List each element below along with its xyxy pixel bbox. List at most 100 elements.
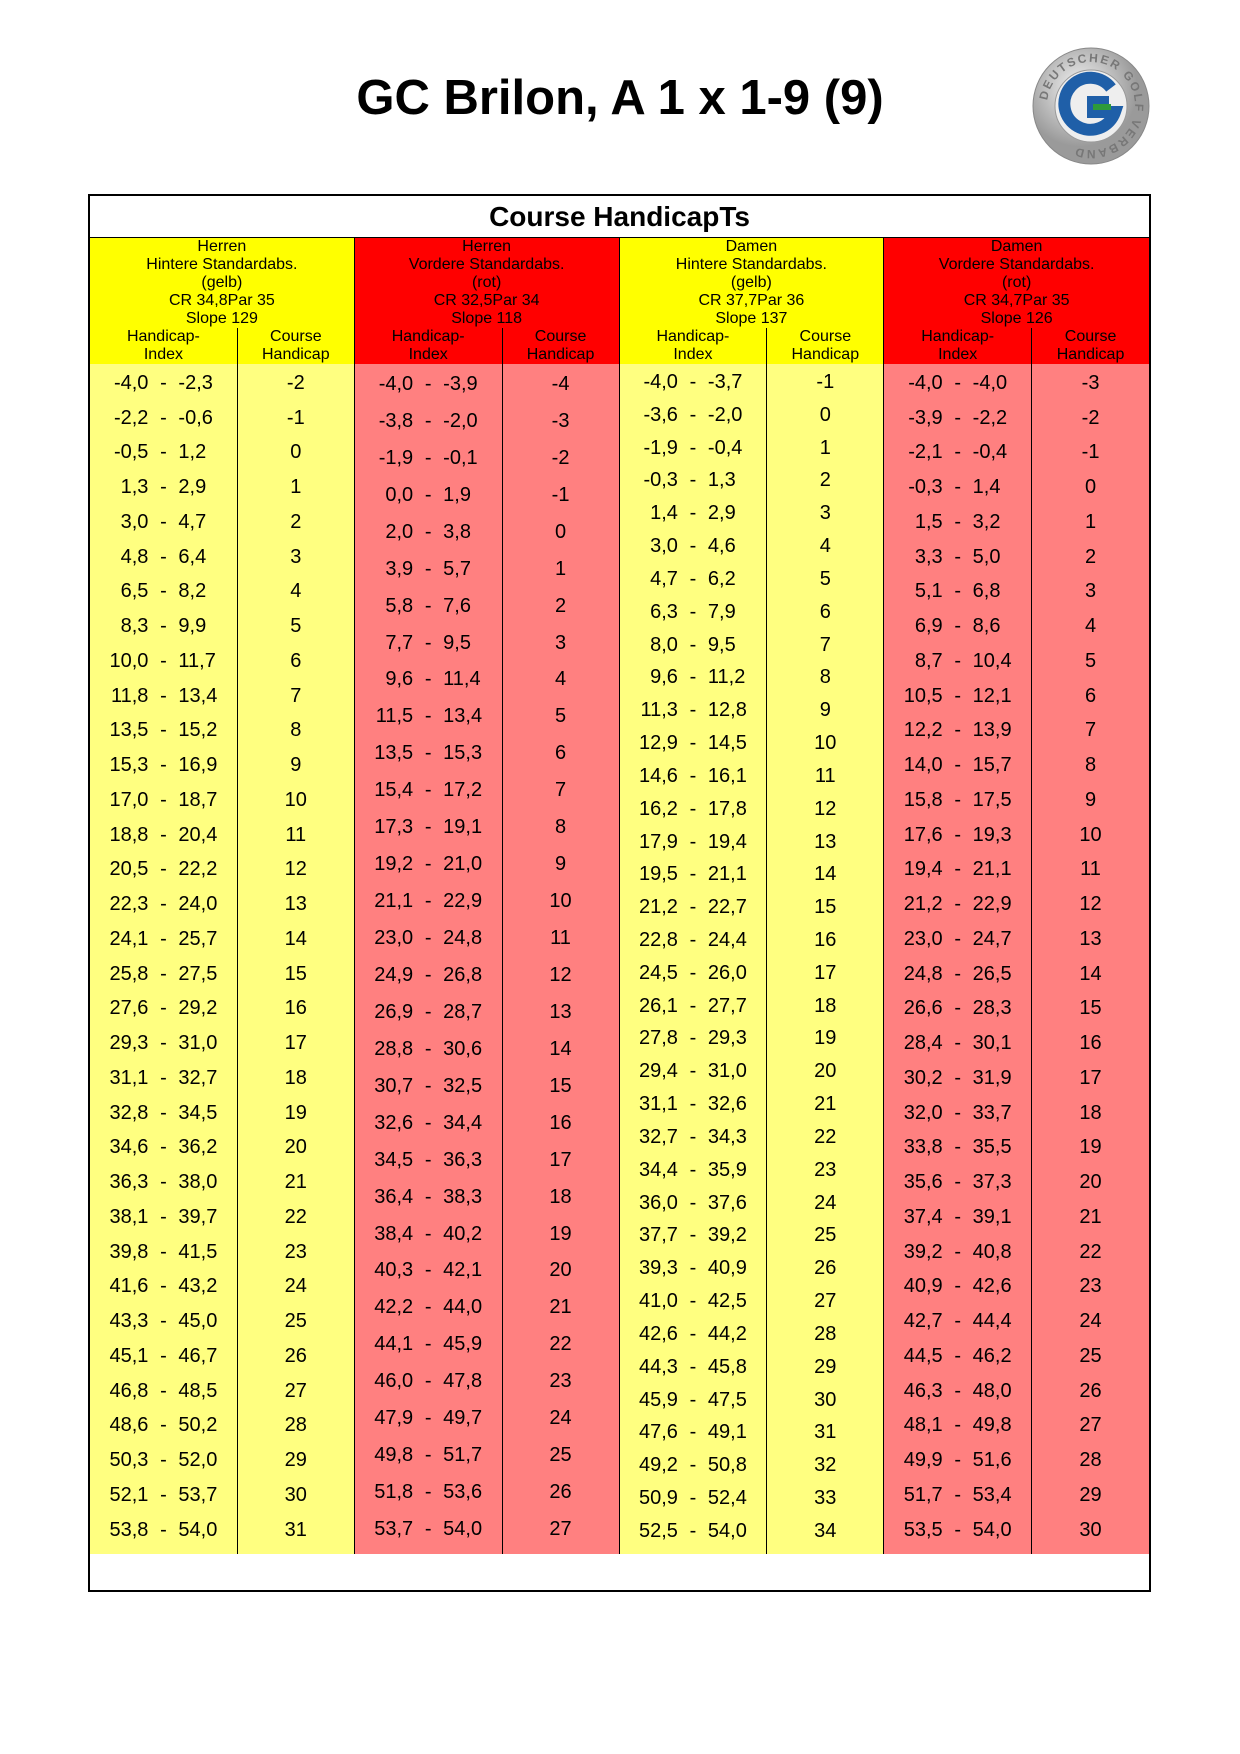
- handicap-index-range: -4,0- -3,7: [620, 371, 767, 394]
- course-handicap-value: 15: [549, 1074, 572, 1097]
- handicap-index-range: 51,8-53,6: [355, 1481, 502, 1504]
- range-dash: -: [424, 705, 432, 728]
- index-to: 34,3: [707, 1125, 747, 1148]
- course-handicap-value: 23: [549, 1370, 572, 1393]
- label: Index: [673, 346, 713, 363]
- range-dash: -: [424, 1333, 432, 1356]
- range-dash: -: [160, 788, 167, 811]
- handicap-index-range: 0,0-1,9: [355, 484, 502, 507]
- index-from: 4,7: [650, 567, 678, 590]
- handicap-index-range: 21,1-22,9: [355, 890, 502, 913]
- course-rating-block: CR 34,8Par 35 Slope 129: [90, 292, 355, 328]
- range-dash: -: [424, 927, 432, 950]
- course-handicap-value: 1: [1084, 510, 1097, 533]
- range-dash: -: [689, 699, 697, 722]
- course-handicap-value: 9: [554, 853, 567, 876]
- course-handicap-value: 0: [554, 520, 567, 543]
- column-header-index: Handicap- Index: [619, 328, 768, 364]
- course-handicap-column: -1 0 1 2 3 4 5 6 7 8 9 10 11 12 13 14 15 16 17 18 19 20 21 22 23…: [767, 364, 885, 1554]
- handicap-index-range: 32,8-34,5: [90, 1102, 237, 1125]
- index-from: 15,3: [109, 754, 149, 777]
- range-dash: -: [954, 649, 961, 672]
- range-dash: -: [160, 1449, 167, 1472]
- range-dash: -: [160, 1518, 167, 1541]
- index-to: 15,3: [443, 742, 483, 765]
- label: Handicap-: [921, 328, 995, 345]
- range-dash: -: [954, 371, 961, 394]
- range-dash: -: [424, 1148, 432, 1171]
- handicap-index-range: 11,8-13,4: [90, 685, 237, 708]
- course-handicap-value: 19: [549, 1222, 572, 1245]
- range-dash: -: [954, 1344, 961, 1367]
- handicap-index-range: 42,7-44,4: [884, 1310, 1031, 1333]
- range-dash: -: [160, 754, 167, 777]
- index-to: 29,3: [707, 1027, 747, 1050]
- course-handicap-value: 27: [284, 1379, 307, 1402]
- index-column: -4,0- -4,0 -3,9- -2,2 -2,1- -0,4 -0,3-1,4 1,5-3…: [884, 364, 1033, 1554]
- index-from: 44,5: [903, 1344, 943, 1367]
- course-handicap-value: 20: [1079, 1171, 1102, 1194]
- index-from: 42,7: [903, 1310, 943, 1333]
- course-handicap-value: -2: [1081, 406, 1100, 429]
- index-from: 49,8: [374, 1444, 414, 1467]
- course-handicap-value: 8: [819, 666, 831, 689]
- course-handicap-value: 2: [554, 594, 567, 617]
- index-to: -3,9: [443, 372, 478, 395]
- course-handicap-value: 14: [1079, 962, 1102, 985]
- index-to: 1,2: [178, 441, 207, 464]
- handicap-index-range: 52,1-53,7: [90, 1484, 237, 1507]
- course-handicap-value: 18: [1079, 1101, 1102, 1124]
- course-handicap-value: 33: [814, 1487, 837, 1510]
- course-handicap-value: 17: [284, 1032, 307, 1055]
- index-to: 26,0: [707, 961, 747, 984]
- range-dash: -: [160, 927, 167, 950]
- course-handicap-value: 6: [290, 649, 302, 672]
- range-dash: -: [160, 1101, 167, 1124]
- course-handicap-value: 29: [814, 1355, 837, 1378]
- handicap-index-range: -3,6- -2,0: [620, 404, 767, 427]
- index-to: 6,8: [972, 580, 1001, 603]
- range-dash: -: [160, 1275, 167, 1298]
- handicap-index-range: 11,3-12,8: [620, 699, 767, 722]
- range-dash: -: [424, 446, 432, 469]
- range-dash: -: [689, 797, 697, 820]
- label: Index: [938, 346, 978, 363]
- course-handicap-value: 18: [284, 1066, 307, 1089]
- range-dash: -: [424, 890, 432, 913]
- handicap-index-range: 36,4-38,3: [355, 1186, 502, 1209]
- range-dash: -: [954, 823, 961, 846]
- handicap-index-range: 34,6-36,2: [90, 1136, 237, 1159]
- index-from: 23,0: [374, 927, 414, 950]
- course-handicap-value: 27: [1079, 1414, 1102, 1437]
- handicap-index-range: 42,6-44,2: [620, 1323, 767, 1346]
- index-from: 11,3: [640, 699, 678, 722]
- range-dash: -: [689, 1158, 697, 1181]
- course-handicap-table: Course HandicapTs Herren Hintere Standard…: [88, 194, 1151, 1592]
- index-to: 39,7: [178, 1205, 218, 1228]
- handicap-index-range: 36,3-38,0: [90, 1171, 237, 1194]
- index-to: 2,9: [707, 502, 736, 525]
- handicap-index-range: -0,3-1,4: [884, 476, 1031, 499]
- index-to: 30,6: [443, 1037, 483, 1060]
- index-to: 5,7: [443, 557, 471, 580]
- index-from: 3,9: [385, 557, 414, 580]
- handicap-index-range: 5,1-6,8: [884, 580, 1031, 603]
- index-from: 35,6: [903, 1171, 943, 1194]
- index-to: 54,0: [707, 1519, 747, 1542]
- label: Handicap: [526, 346, 595, 363]
- index-from: -4,0: [113, 371, 149, 394]
- handicap-index-range: 39,2-40,8: [884, 1241, 1031, 1264]
- course-handicap-value: 4: [1084, 615, 1097, 638]
- range-dash: -: [689, 1191, 697, 1214]
- handicap-index-range: 4,7-6,2: [620, 568, 767, 591]
- handicap-index-range: 9,6-11,2: [620, 666, 767, 689]
- course-handicap-value: 21: [1079, 1205, 1102, 1228]
- handicap-index-range: 24,8-26,5: [884, 963, 1031, 986]
- range-dash: -: [424, 1444, 432, 1467]
- handicap-index-range: 27,8-29,3: [620, 1027, 767, 1050]
- range-dash: -: [689, 896, 697, 919]
- range-dash: -: [160, 962, 167, 985]
- range-dash: -: [689, 1355, 697, 1378]
- range-dash: -: [160, 1483, 167, 1506]
- index-from: 53,8: [109, 1518, 149, 1541]
